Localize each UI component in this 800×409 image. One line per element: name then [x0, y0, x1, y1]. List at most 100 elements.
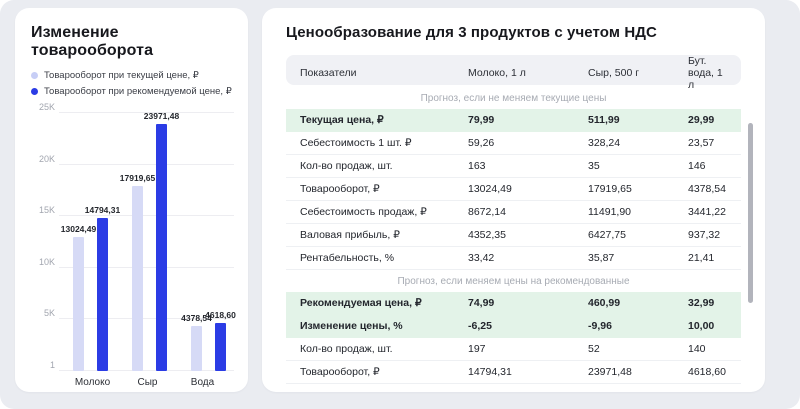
bar-value-label: 13024,49 — [60, 223, 97, 234]
bar-group-3: 4378,54 4618,60 — [181, 113, 236, 371]
y-axis-tick: 1 — [49, 360, 55, 370]
table-row: Товарооборот, ₽ 13024,49 17919,65 4378,54 — [286, 178, 741, 201]
row-label: Товарооборот, ₽ — [300, 366, 380, 378]
cell-value: 35 — [588, 160, 600, 172]
cell-value: 35,87 — [588, 252, 615, 264]
row-label: Себестоимость продаж, ₽ — [300, 206, 427, 218]
legend-dot-icon — [31, 88, 38, 95]
cell-value: 11491,90 — [588, 206, 632, 218]
row-label: Себестоимость 1 шт. ₽ — [300, 137, 412, 149]
bar-recommended-price — [156, 123, 167, 371]
cell-value: -6,25 — [468, 320, 492, 332]
chart-plot: 25K 20K 15K 10K 5K 1 13024,49 14794,31 17919,65 2… — [39, 102, 236, 371]
bar-chart: 25K 20K 15K 10K 5K 1 13024,49 14794,31 17919,65 2… — [31, 102, 236, 388]
table-row: Товарооборот, ₽ 14794,31 23971,48 4618,60 — [286, 361, 741, 384]
bar-groups: 13024,49 14794,31 17919,65 23971,48 4378,54 4… — [59, 111, 236, 371]
column-header-milk: Молоко, 1 л — [468, 67, 526, 79]
bar-value-label: 17919,65 — [119, 173, 156, 184]
gridline — [59, 370, 234, 371]
cell-value: 511,99 — [588, 114, 620, 126]
row-label: Рекомендуемая цена, ₽ — [300, 297, 422, 309]
table-section-header: Прогноз, если меняем цены на рекомендова… — [397, 275, 630, 287]
cell-value: 4618,60 — [688, 366, 726, 378]
bar-group-1: 13024,49 14794,31 — [61, 113, 120, 371]
cell-value: 10,00 — [688, 320, 715, 332]
row-label: Кол-во продаж, шт. — [300, 160, 393, 172]
x-axis-label: Молоко — [74, 377, 111, 388]
legend-dot-icon — [31, 72, 38, 79]
cell-value: 59,26 — [468, 137, 495, 149]
y-axis-tick: 10K — [38, 256, 55, 267]
turnover-chart-card: Изменение товарооборота Товарооборот при… — [15, 8, 248, 392]
chart-title: Изменение товарооборота — [31, 24, 154, 59]
legend-item-current-price: Товарооборот при текущей цене, ₽ — [31, 70, 234, 81]
bar-group-2: 17919,65 23971,48 — [120, 111, 179, 371]
barwrap: 14794,31 — [85, 113, 120, 371]
gridline — [59, 215, 234, 217]
y-axis-tick: 25K — [38, 102, 55, 112]
cell-value: 937,32 — [688, 229, 721, 241]
bar-current-price — [191, 325, 202, 371]
bar-current-price — [73, 236, 84, 371]
cell-value: 23971,48 — [588, 366, 632, 378]
cell-value: 13024,49 — [468, 183, 512, 195]
cell-value: 163 — [468, 160, 486, 172]
table-body: Прогноз, если не меняем текущие цены Теку… — [286, 87, 753, 384]
x-axis-labels: Молоко Сыр Вода — [59, 371, 234, 388]
cell-value: 328,24 — [588, 137, 621, 149]
chart-legend: Товарооборот при текущей цене, ₽ Товароо… — [31, 70, 234, 97]
cell-value: 460,99 — [588, 297, 621, 309]
barwrap: 13024,49 — [61, 113, 96, 371]
gridline — [59, 112, 234, 113]
row-label: Текущая цена, ₽ — [300, 114, 384, 126]
bar-recommended-price — [97, 218, 108, 371]
gridline — [59, 163, 234, 165]
gridline — [59, 266, 234, 268]
table-title: Ценообразование для 3 продуктов с учетом… — [286, 24, 657, 41]
cell-value: 33,42 — [468, 252, 495, 264]
bar-current-price — [132, 186, 143, 371]
row-label: Кол-во продаж, шт. — [300, 343, 393, 355]
cell-value: 17919,65 — [588, 183, 632, 195]
cell-value: 14794,31 — [468, 366, 512, 378]
table-row: Себестоимость 1 шт. ₽ 59,26 328,24 23,57 — [286, 132, 741, 155]
table-row: Рекомендуемая цена, ₽ 74,99 460,99 32,99 — [286, 292, 741, 315]
cell-value: 146 — [688, 160, 706, 172]
cell-value: 197 — [468, 343, 486, 355]
pricing-table-card: Ценообразование для 3 продуктов с учетом… — [262, 8, 765, 392]
y-axis-tick: 5K — [43, 308, 55, 319]
scrollbar-thumb[interactable] — [748, 123, 753, 303]
cell-value: 21,41 — [688, 252, 715, 264]
table-row: Кол-во продаж, шт. 197 52 140 — [286, 338, 741, 361]
cell-value: 4352,35 — [468, 229, 506, 241]
cell-value: 52 — [588, 343, 600, 355]
table-row: Себестоимость продаж, ₽ 8672,14 11491,90 34… — [286, 201, 741, 224]
bar-value-label: 4378,54 — [181, 312, 212, 323]
cell-value: 32,99 — [688, 297, 715, 309]
bar-value-label: 14794,31 — [84, 205, 121, 216]
barwrap: 4618,60 — [205, 113, 236, 371]
row-label: Рентабельность, % — [300, 252, 395, 264]
row-label: Валовая прибыль, ₽ — [300, 229, 400, 241]
table-row: Рентабельность, % 33,42 35,87 21,41 — [286, 247, 741, 270]
table-row: Текущая цена, ₽ 79,99 511,99 29,99 — [286, 109, 741, 132]
bar-value-label: 4618,60 — [205, 310, 236, 321]
cell-value: 79,99 — [468, 114, 495, 126]
table-row: Кол-во продаж, шт. 163 35 146 — [286, 155, 741, 178]
x-axis-label: Вода — [190, 377, 215, 388]
table-scrollbar — [748, 121, 753, 380]
x-axis-label: Сыр — [137, 377, 158, 388]
cell-value: -9,96 — [588, 320, 612, 332]
cell-value: 3441,22 — [688, 206, 726, 218]
y-axis-tick: 15K — [38, 205, 55, 216]
row-label: Изменение цены, % — [300, 320, 403, 332]
column-header-cheese: Сыр, 500 г — [588, 67, 640, 79]
legend-item-recommended-price: Товарооборот при рекомендуемой цене, ₽ — [31, 86, 234, 97]
cell-value: 8672,14 — [468, 206, 506, 218]
barwrap: 17919,65 — [120, 113, 155, 371]
column-header-indicators: Показатели — [300, 67, 357, 79]
cell-value: 4378,54 — [688, 183, 726, 195]
table-row: Изменение цены, % -6,25 -9,96 10,00 — [286, 315, 741, 338]
column-header-water: Бут. вода, 1 л — [688, 55, 723, 91]
